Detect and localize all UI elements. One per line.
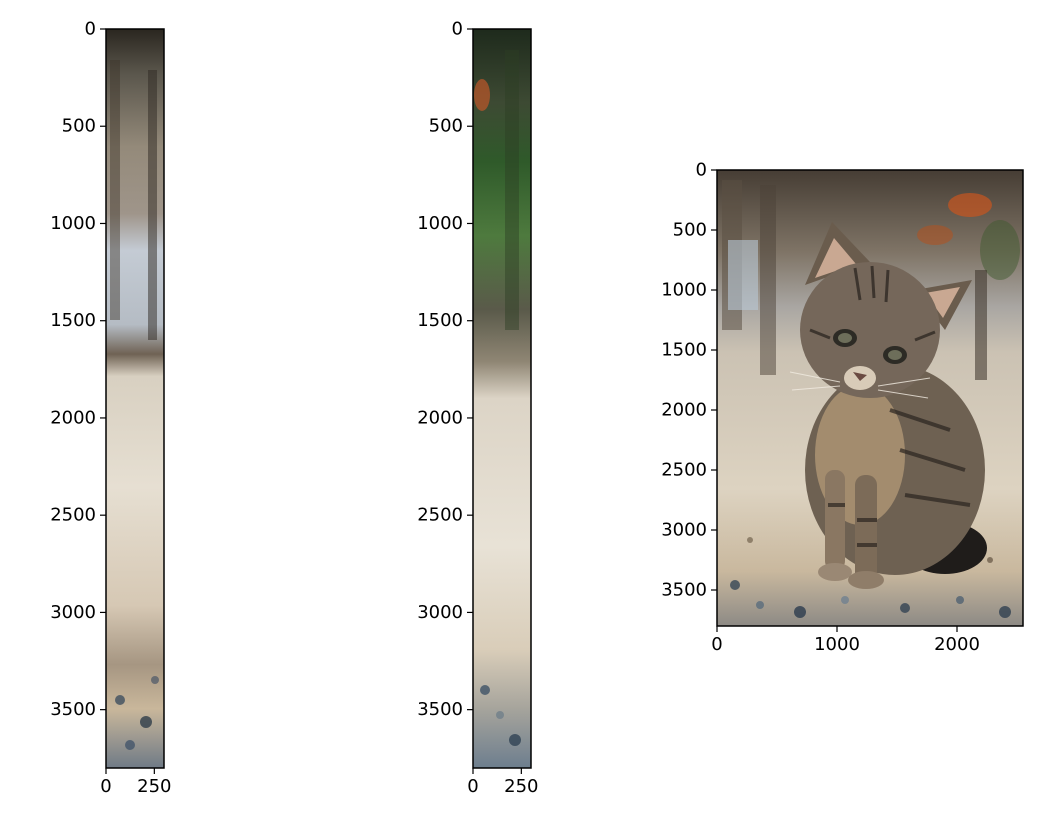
kitten-photo-ytick-label: 3500 [661, 580, 707, 601]
middle-strip-ytick-label: 500 [429, 116, 463, 137]
kitten-photo-ytick-label: 2000 [661, 400, 707, 421]
left-strip-ytick-label: 1500 [50, 310, 96, 331]
middle-strip-ytick-label: 2500 [417, 505, 463, 526]
kitten-photo-ytick-label: 1500 [661, 340, 707, 361]
middle-strip-xtick-label: 0 [467, 776, 478, 797]
kitten-photo-ytick-label: 1000 [661, 280, 707, 301]
kitten-photo-xtick-label: 1000 [814, 634, 860, 655]
kitten-photo-ytick-label: 0 [696, 160, 707, 181]
kitten-photo-frame [716, 169, 1024, 627]
left-strip-xtick-label: 250 [137, 776, 171, 797]
middle-strip-image [473, 29, 531, 768]
left-strip-ytick-label: 3500 [50, 699, 96, 720]
middle-strip-axes: 0 500 1000 1500 2000 2500 3000 3500 0 250 [417, 19, 538, 798]
kitten-photo-axes: 0 500 1000 1500 2000 2500 3000 3500 0 1000 2000 [661, 160, 980, 656]
middle-strip-ytick-label: 0 [452, 19, 463, 40]
kitten-photo-ytick-label: 2500 [661, 460, 707, 481]
subplot-middle-strip: 0 500 1000 1500 2000 2500 3000 3500 0 250 [417, 19, 538, 798]
left-strip-ytick-label: 2500 [50, 505, 96, 526]
subplot-kitten-photo: 0 500 1000 1500 2000 2500 3000 3500 0 1000 2000 [661, 160, 1024, 656]
left-strip-ytick-label: 0 [85, 19, 96, 40]
kitten-photo-ytick-label: 3000 [661, 520, 707, 541]
middle-strip-ytick-label: 1500 [417, 310, 463, 331]
left-strip-xtick-label: 0 [100, 776, 111, 797]
left-strip-frame [105, 28, 165, 769]
subplot-left-strip: 0 500 1000 1500 2000 2500 3000 3500 0 250 [50, 19, 171, 798]
left-strip-ytick-label: 1000 [50, 213, 96, 234]
kitten-photo-image [717, 170, 1023, 626]
middle-strip-ytick-label: 3500 [417, 699, 463, 720]
kitten [789, 222, 987, 589]
kitten-photo-xtick-label: 2000 [934, 634, 980, 655]
left-strip-image [106, 29, 164, 768]
middle-strip-ytick-label: 2000 [417, 407, 463, 428]
left-strip-ytick-label: 2000 [50, 407, 96, 428]
kitten-photo-xtick-label: 0 [711, 634, 722, 655]
kitten-photo-ytick-label: 500 [673, 220, 707, 241]
left-strip-ytick-label: 500 [62, 116, 96, 137]
middle-strip-xtick-label: 250 [504, 776, 538, 797]
left-strip-axes: 0 500 1000 1500 2000 2500 3000 3500 0 250 [50, 19, 171, 798]
middle-strip-ytick-label: 1000 [417, 213, 463, 234]
left-strip-ytick-label: 3000 [50, 602, 96, 623]
middle-strip-ytick-label: 3000 [417, 602, 463, 623]
middle-strip-frame [472, 28, 532, 769]
